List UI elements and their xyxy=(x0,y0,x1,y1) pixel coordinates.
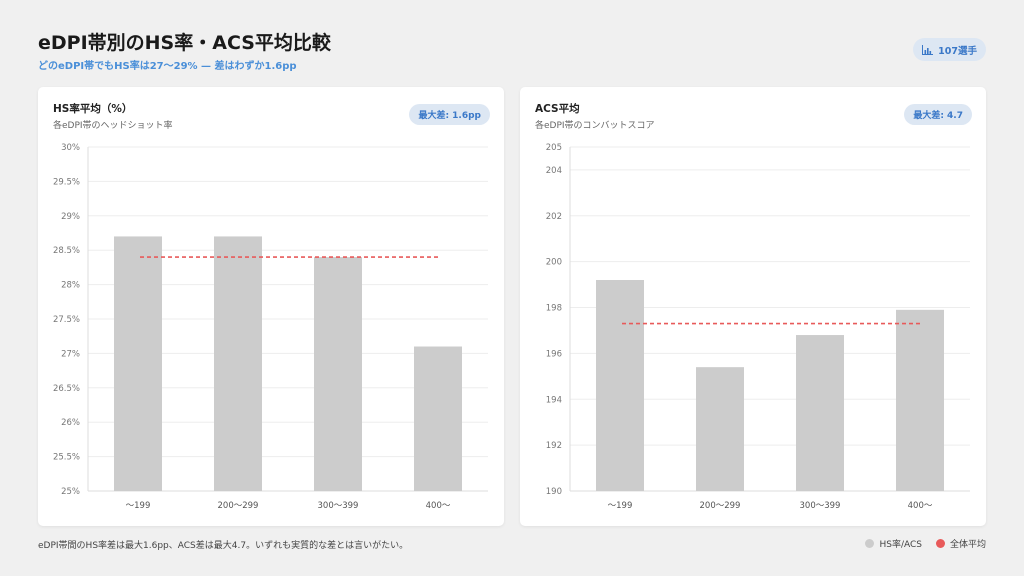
hs-max-diff-badge: 最大差: 1.6pp xyxy=(409,104,490,125)
acs-max-diff-badge: 最大差: 4.7 xyxy=(904,104,972,125)
player-count-label: 107選手 xyxy=(938,45,977,57)
hs-xtick-label: 400〜 xyxy=(426,501,451,511)
hs-ytick-label: 25% xyxy=(61,487,80,497)
hs-ytick-label: 29% xyxy=(61,212,80,222)
hs-ytick-label: 29.5% xyxy=(53,177,80,187)
legend: HS率/ACS 全体平均 xyxy=(865,537,986,550)
legend-bars-swatch xyxy=(865,539,875,548)
acs-bar xyxy=(796,335,844,491)
hs-ytick-label: 26% xyxy=(61,418,80,428)
acs-ytick-label: 194 xyxy=(546,395,562,405)
legend-average-swatch xyxy=(935,539,945,548)
acs-xtick-label: 〜199 xyxy=(608,501,633,511)
hs-ytick-label: 27% xyxy=(61,349,80,359)
footer-note: eDPI帯間のHS率差は最大1.6pp、ACS差は最大4.7。いずれも実質的な差… xyxy=(38,541,409,551)
hs-panel-title: HS率平均（%） xyxy=(53,103,133,115)
hs-bar xyxy=(314,257,362,491)
legend-average-label: 全体平均 xyxy=(949,540,986,550)
player-count-badge: 107選手 xyxy=(913,38,986,61)
acs-ytick-label: 198 xyxy=(546,304,562,314)
acs-xtick-label: 300〜399 xyxy=(800,501,841,511)
legend-bars-label: HS率/ACS xyxy=(879,540,922,550)
acs-panel: ACS平均 各eDPI帯のコンバットスコア 最大差: 4.7 190 192 194… xyxy=(520,87,986,526)
page-title: eDPI帯別のHS率・ACS平均比較 xyxy=(38,32,331,54)
hs-ytick-label: 25.5% xyxy=(53,453,80,463)
acs-panel-subtitle: 各eDPI帯のコンバットスコア xyxy=(535,121,655,131)
hs-ytick-label: 28.5% xyxy=(53,246,80,256)
hs-panel-subtitle: 各eDPI帯のヘッドショット率 xyxy=(53,121,173,131)
acs-xtick-label: 200〜299 xyxy=(700,501,741,511)
acs-ytick-label: 196 xyxy=(546,349,562,359)
hs-rate-chart: 25% 25.5% 26% 26.5% 27% 27.5% 28% 28.5% 29% 29.5%… xyxy=(53,143,488,511)
acs-bar xyxy=(596,280,644,491)
hs-xtick-label: 300〜399 xyxy=(318,501,359,511)
acs-bar xyxy=(696,367,744,491)
bar-chart-icon xyxy=(922,44,934,55)
acs-chart: 190 192 194 196 198 200 202 204 205 〜199 200〜299 30… xyxy=(546,143,970,511)
acs-ytick-label: 200 xyxy=(546,258,562,268)
hs-ytick-label: 27.5% xyxy=(53,315,80,325)
hs-ytick-label: 28% xyxy=(61,281,80,291)
hs-xtick-label: 200〜299 xyxy=(218,501,259,511)
page-subtitle: どのeDPI帯でもHS率は27〜29% — 差はわずか1.6pp xyxy=(38,61,297,72)
acs-ytick-label: 192 xyxy=(546,441,562,451)
hs-bar xyxy=(114,236,162,491)
acs-ytick-label: 190 xyxy=(546,487,562,497)
hs-bar xyxy=(214,236,262,491)
acs-ytick-label: 205 xyxy=(546,143,562,153)
hs-rate-panel: HS率平均（%） 各eDPI帯のヘッドショット率 最大差: 1.6pp 25% 2… xyxy=(38,87,504,526)
acs-bar xyxy=(896,309,944,491)
hs-ytick-label: 26.5% xyxy=(53,384,80,394)
hs-ytick-label: 30% xyxy=(61,143,80,153)
hs-xtick-label: 〜199 xyxy=(126,501,151,511)
acs-panel-title: ACS平均 xyxy=(535,103,580,115)
legend-item-bars: HS率/ACS xyxy=(865,537,922,550)
acs-ytick-label: 204 xyxy=(546,166,562,176)
acs-xtick-label: 400〜 xyxy=(908,501,933,511)
legend-item-average: 全体平均 xyxy=(935,537,986,550)
acs-ytick-label: 202 xyxy=(546,212,562,222)
hs-bar xyxy=(414,346,462,491)
